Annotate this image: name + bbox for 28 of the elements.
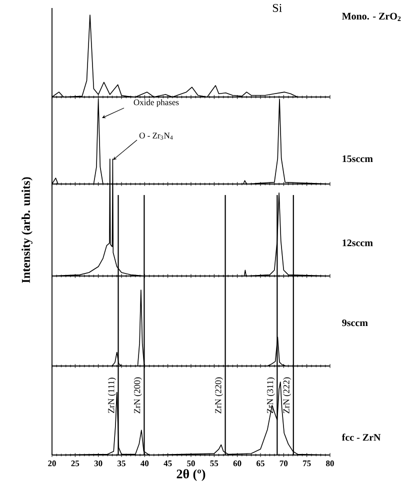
x-tick-label: 50 xyxy=(187,460,195,466)
text: Si xyxy=(272,4,282,12)
x-tick-label: 70 xyxy=(280,460,288,466)
x-tick-label: 45 xyxy=(164,460,172,466)
x-tick-label: 80 xyxy=(326,460,334,466)
x-axis-title: 2θ (º) xyxy=(176,469,206,481)
ref-line-label: ZrN (220) xyxy=(214,377,224,414)
annotation: Oxide phases xyxy=(134,99,179,107)
ref-line-label: ZrN (111) xyxy=(108,378,116,413)
x-tick-label: 40 xyxy=(140,460,149,466)
text: 15sccm xyxy=(342,155,373,162)
x-tick-label: 20 xyxy=(48,460,56,466)
x-tick-label: 30 xyxy=(94,460,102,466)
ref-line-label: ZrN (200) xyxy=(134,377,142,414)
x-tick-label: 35 xyxy=(118,460,126,466)
x-tick-label: 60 xyxy=(233,460,242,466)
series-label: fcc - ZrN xyxy=(342,434,381,441)
x-tick-label: 75 xyxy=(303,460,311,466)
text: 9sccm xyxy=(342,319,368,326)
ref-line-label: ZrN (222) xyxy=(283,377,292,414)
x-tick-label: 65 xyxy=(256,460,264,466)
text: Mono. - ZrO$_{2}$ xyxy=(342,12,401,21)
annotation: O - Zr$_{3}$N$_{4}$ xyxy=(139,132,173,140)
y-axis-title: Intensity (arb. units) xyxy=(22,177,32,283)
x-tick-label: 25 xyxy=(71,460,80,466)
text: 12sccm xyxy=(342,240,373,246)
ref-line-label: ZrN (311) xyxy=(266,378,275,414)
x-tick-label: 55 xyxy=(210,460,218,466)
